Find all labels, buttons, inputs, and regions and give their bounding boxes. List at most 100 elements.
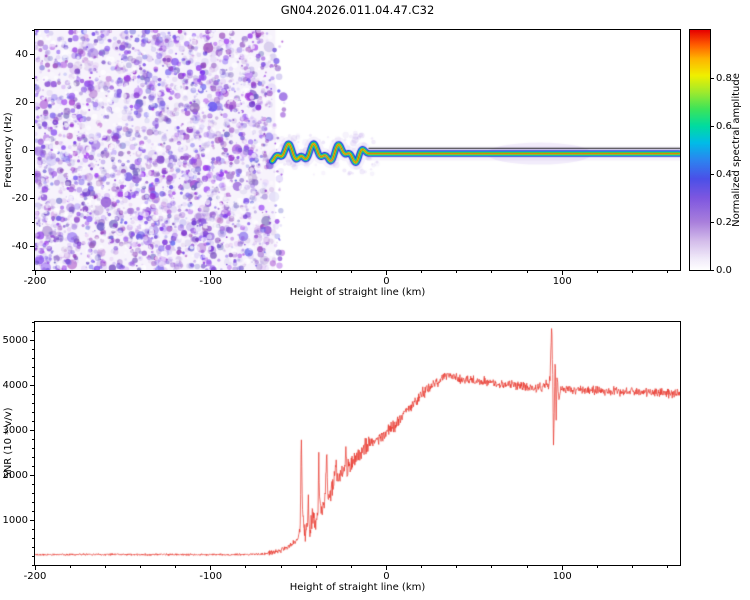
tick-mark — [30, 53, 34, 55]
tick-mark — [526, 271, 528, 273]
tick-mark — [32, 330, 34, 332]
tick-mark — [30, 384, 34, 386]
tick-mark — [526, 566, 528, 568]
colorbar-tick-label: 0.0 — [716, 264, 732, 276]
colorbar-tick-label: 0.8 — [716, 72, 732, 84]
tick-mark — [30, 339, 34, 341]
tick-mark — [711, 269, 714, 271]
tick-mark — [139, 566, 141, 568]
tick-mark — [32, 564, 34, 566]
tick-mark — [32, 29, 34, 31]
tick-mark — [104, 566, 106, 568]
tick-mark — [421, 271, 423, 273]
x-tick-label: -100 — [199, 276, 223, 287]
x-tick-label: 100 — [552, 276, 572, 287]
tick-mark — [32, 420, 34, 422]
tick-mark — [32, 501, 34, 503]
tick-mark — [350, 566, 352, 568]
colorbar-tick-label: 0.4 — [716, 168, 732, 180]
spectrogram-canvas — [35, 30, 680, 270]
tick-mark — [491, 271, 493, 273]
colorbar-tick-label: 0.6 — [716, 120, 732, 132]
tick-mark — [711, 77, 714, 79]
tick-mark — [280, 566, 282, 568]
tick-mark — [32, 537, 34, 539]
tick-mark — [711, 125, 714, 127]
tick-mark — [245, 271, 247, 273]
tick-mark — [32, 221, 34, 223]
y-tick-label: 4000 — [2, 379, 28, 391]
tick-mark — [32, 456, 34, 458]
tick-mark — [104, 271, 106, 273]
tick-mark — [632, 271, 634, 273]
y-tick-label: 3000 — [2, 424, 28, 436]
tick-mark — [32, 411, 34, 413]
y-tick-label: 40 — [15, 48, 28, 60]
tick-mark — [30, 519, 34, 521]
tick-mark — [32, 402, 34, 404]
figure-title: GN04.2026.011.04.47.C32 — [280, 3, 435, 17]
x-tick-label: 100 — [552, 571, 572, 582]
tick-mark — [32, 483, 34, 485]
tick-mark — [32, 269, 34, 271]
x-tick-label: -200 — [23, 276, 47, 287]
tick-mark — [30, 149, 34, 151]
tick-mark — [34, 566, 36, 570]
tick-mark — [561, 566, 563, 570]
tick-mark — [175, 566, 177, 568]
tick-mark — [711, 221, 714, 223]
tick-mark — [456, 566, 458, 568]
tick-mark — [711, 173, 714, 175]
tick-mark — [32, 510, 34, 512]
tick-mark — [32, 321, 34, 323]
tick-mark — [210, 566, 212, 570]
tick-mark — [30, 197, 34, 199]
tick-mark — [32, 125, 34, 127]
tick-mark — [32, 173, 34, 175]
tick-mark — [69, 566, 71, 568]
tick-mark — [32, 528, 34, 530]
y-tick-label: -40 — [11, 240, 28, 252]
tick-mark — [139, 271, 141, 273]
tick-mark — [32, 77, 34, 79]
colorbar-panel — [689, 29, 711, 271]
tick-mark — [32, 393, 34, 395]
spectrogram-panel — [34, 29, 681, 271]
tick-mark — [32, 438, 34, 440]
tick-mark — [32, 357, 34, 359]
colorbar-canvas — [690, 30, 710, 270]
tick-mark — [596, 271, 598, 273]
y-tick-label: 20 — [15, 96, 28, 108]
tick-mark — [245, 566, 247, 568]
tick-mark — [175, 271, 177, 273]
tick-mark — [315, 271, 317, 273]
tick-mark — [596, 566, 598, 568]
tick-mark — [385, 271, 387, 275]
y-tick-label: -20 — [11, 192, 28, 204]
tick-mark — [32, 555, 34, 557]
tick-mark — [667, 566, 669, 568]
tick-mark — [30, 429, 34, 431]
colorbar-tick-label: 0.2 — [716, 216, 732, 228]
tick-mark — [667, 271, 669, 273]
snr-panel — [34, 321, 681, 566]
tick-mark — [456, 271, 458, 273]
tick-mark — [210, 271, 212, 275]
y-tick-label: 2000 — [2, 469, 28, 481]
tick-mark — [632, 566, 634, 568]
spec-x-axis-label: Height of straight line (km) — [289, 287, 426, 298]
tick-mark — [421, 566, 423, 568]
x-tick-label: 0 — [383, 571, 390, 582]
tick-mark — [561, 271, 563, 275]
tick-mark — [32, 375, 34, 377]
tick-mark — [32, 348, 34, 350]
tick-mark — [32, 492, 34, 494]
tick-mark — [30, 474, 34, 476]
tick-mark — [280, 271, 282, 273]
tick-mark — [69, 271, 71, 273]
tick-mark — [32, 546, 34, 548]
y-tick-label: 5000 — [2, 334, 28, 346]
tick-mark — [34, 271, 36, 275]
x-tick-label: 0 — [383, 276, 390, 287]
